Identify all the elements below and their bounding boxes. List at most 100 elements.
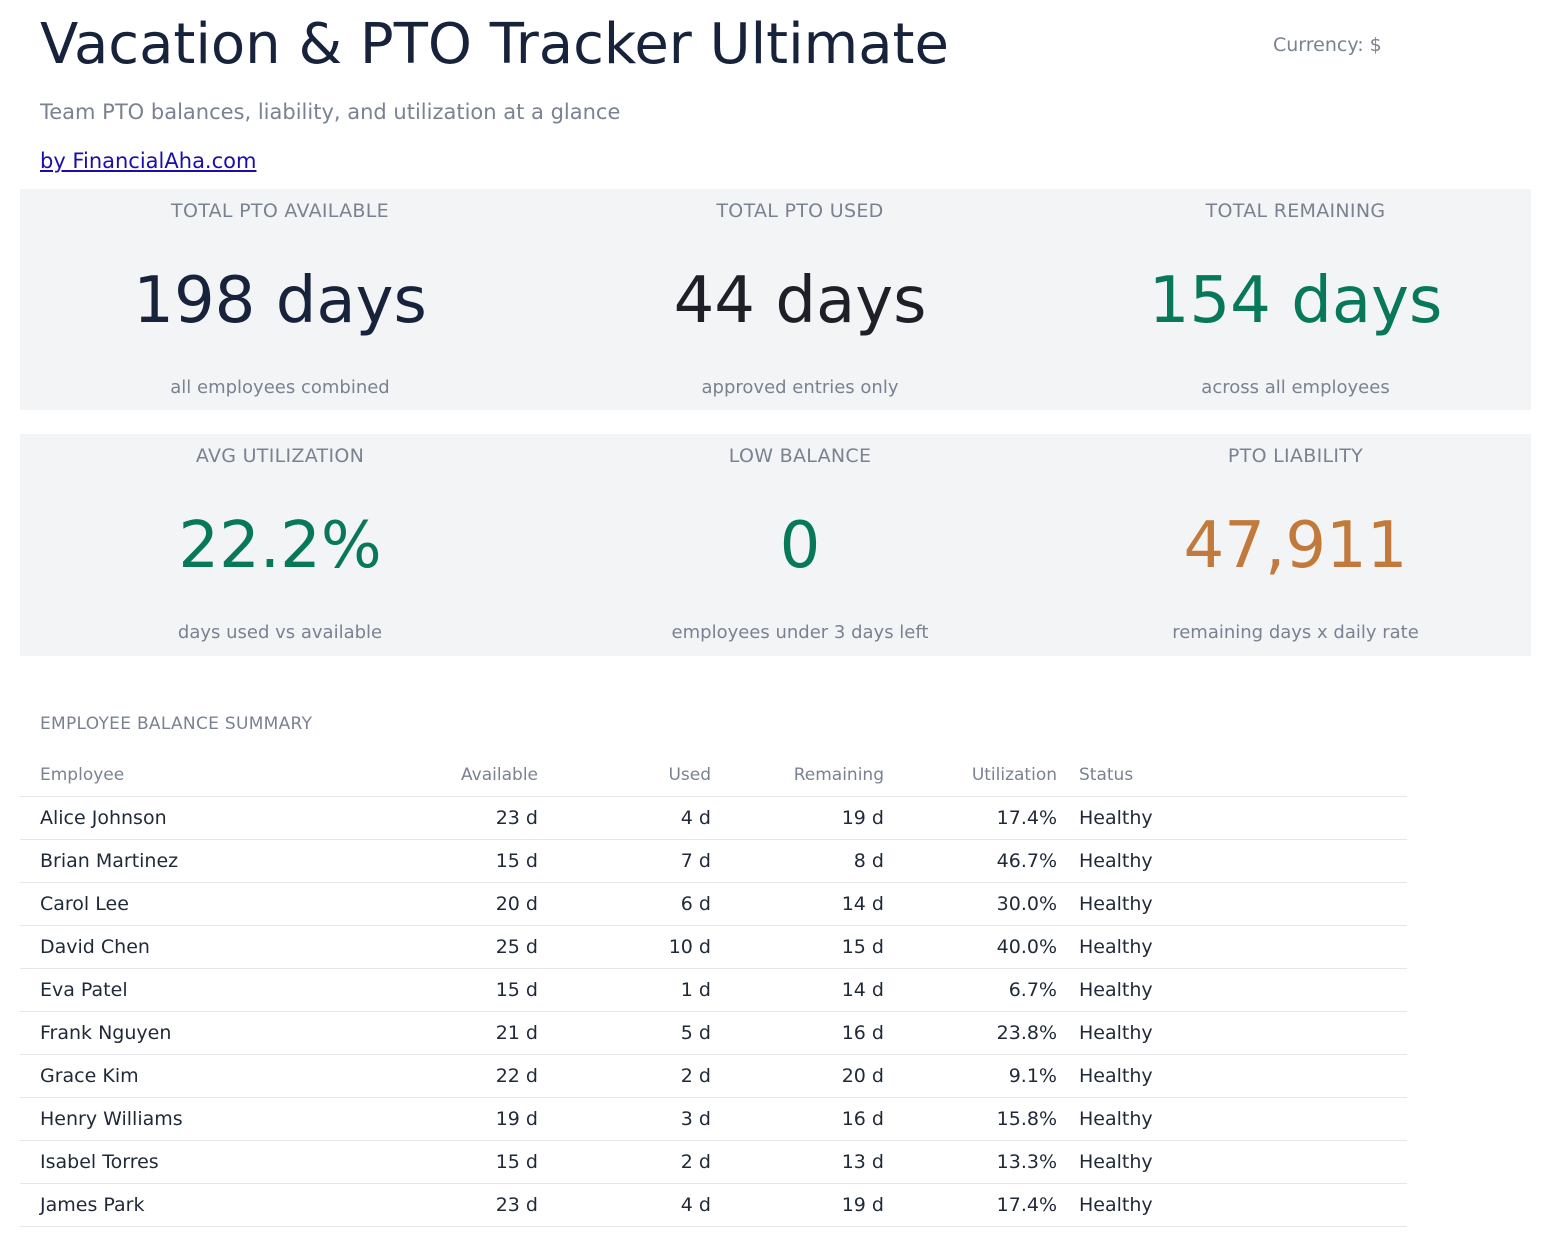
kpi-label: TOTAL PTO AVAILABLE — [171, 200, 389, 222]
kpi-note: across all employees — [1201, 377, 1390, 398]
available-cell: 23 d — [367, 796, 538, 840]
employee-name-cell: Alice Johnson — [20, 796, 367, 840]
remaining-cell: 20 d — [711, 1054, 884, 1098]
utilization-cell: 17.4% — [884, 796, 1057, 840]
employee-balance-table: Employee Available Used Remaining Utiliz… — [20, 753, 1407, 1227]
used-cell: 7 d — [538, 839, 711, 883]
financialaha-link[interactable]: by FinancialAha.com — [40, 149, 257, 173]
available-cell: 15 d — [367, 968, 538, 1012]
employee-name-cell: Carol Lee — [20, 882, 367, 926]
kpi-note: remaining days x daily rate — [1172, 622, 1419, 643]
used-cell: 1 d — [538, 968, 711, 1012]
remaining-cell: 16 d — [711, 1097, 884, 1141]
kpi-value: 44 days — [673, 264, 927, 338]
kpi-card-total-remaining: TOTAL REMAINING 154 days across all empl… — [1060, 189, 1531, 410]
used-cell: 6 d — [538, 882, 711, 926]
available-cell: 23 d — [367, 1183, 538, 1227]
available-cell: 15 d — [367, 1140, 538, 1184]
available-cell: 21 d — [367, 1011, 538, 1055]
kpi-value: 22.2% — [178, 509, 382, 583]
status-cell: Healthy — [1057, 1140, 1407, 1184]
kpi-value: 198 days — [133, 264, 427, 338]
employee-name-cell: Frank Nguyen — [20, 1011, 367, 1055]
kpi-value: 0 — [779, 509, 821, 583]
status-cell: Healthy — [1057, 882, 1407, 926]
status-cell: Healthy — [1057, 1183, 1407, 1227]
used-cell: 2 d — [538, 1054, 711, 1098]
used-cell: 10 d — [538, 925, 711, 969]
used-cell: 3 d — [538, 1097, 711, 1141]
available-cell: 15 d — [367, 839, 538, 883]
kpi-label: TOTAL PTO USED — [716, 200, 884, 222]
status-cell: Healthy — [1057, 1097, 1407, 1141]
kpi-label: AVG UTILIZATION — [195, 445, 365, 467]
status-cell: Healthy — [1057, 839, 1407, 883]
remaining-cell: 19 d — [711, 1183, 884, 1227]
section-title: EMPLOYEE BALANCE SUMMARY — [40, 714, 313, 734]
column-header-status: Status — [1057, 753, 1407, 797]
kpi-row-metrics: AVG UTILIZATION 22.2% days used vs avail… — [20, 434, 1531, 656]
used-cell: 4 d — [538, 796, 711, 840]
used-cell: 5 d — [538, 1011, 711, 1055]
column-header-utilization: Utilization — [884, 753, 1057, 797]
utilization-cell: 9.1% — [884, 1054, 1057, 1098]
kpi-value: 47,911 — [1183, 509, 1408, 583]
kpi-card-avg-utilization: AVG UTILIZATION 22.2% days used vs avail… — [20, 434, 540, 656]
employee-name-cell: Henry Williams — [20, 1097, 367, 1141]
status-cell: Healthy — [1057, 1054, 1407, 1098]
employee-name-cell: Brian Martinez — [20, 839, 367, 883]
utilization-cell: 17.4% — [884, 1183, 1057, 1227]
remaining-cell: 19 d — [711, 796, 884, 840]
remaining-cell: 13 d — [711, 1140, 884, 1184]
used-cell: 2 d — [538, 1140, 711, 1184]
kpi-card-total-used: TOTAL PTO USED 44 days approved entries … — [540, 189, 1060, 410]
status-cell: Healthy — [1057, 796, 1407, 840]
column-header-employee: Employee — [20, 753, 367, 797]
utilization-cell: 30.0% — [884, 882, 1057, 926]
utilization-cell: 40.0% — [884, 925, 1057, 969]
used-cell: 4 d — [538, 1183, 711, 1227]
kpi-label: LOW BALANCE — [728, 445, 872, 467]
available-cell: 22 d — [367, 1054, 538, 1098]
employee-name-cell: Grace Kim — [20, 1054, 367, 1098]
available-cell: 19 d — [367, 1097, 538, 1141]
utilization-cell: 23.8% — [884, 1011, 1057, 1055]
employee-name-cell: David Chen — [20, 925, 367, 969]
column-header-used: Used — [538, 753, 711, 797]
utilization-cell: 6.7% — [884, 968, 1057, 1012]
remaining-cell: 16 d — [711, 1011, 884, 1055]
employee-name-cell: Isabel Torres — [20, 1140, 367, 1184]
kpi-note: all employees combined — [170, 377, 390, 398]
kpi-card-total-available: TOTAL PTO AVAILABLE 198 days all employe… — [20, 189, 540, 410]
remaining-cell: 14 d — [711, 968, 884, 1012]
remaining-cell: 15 d — [711, 925, 884, 969]
kpi-value: 154 days — [1148, 264, 1443, 338]
column-header-remaining: Remaining — [711, 753, 884, 797]
table-row: David Chen 25 d 10 d 15 d 40.0% Healthy — [20, 925, 1407, 969]
status-cell: Healthy — [1057, 925, 1407, 969]
kpi-card-low-balance: LOW BALANCE 0 employees under 3 days lef… — [540, 434, 1060, 656]
remaining-cell: 14 d — [711, 882, 884, 926]
currency-label: Currency: $ — [1273, 34, 1382, 56]
kpi-label: TOTAL REMAINING — [1205, 200, 1386, 222]
kpi-note: approved entries only — [701, 377, 899, 398]
employee-name-cell: James Park — [20, 1183, 367, 1227]
kpi-row-totals: TOTAL PTO AVAILABLE 198 days all employe… — [20, 189, 1531, 410]
utilization-cell: 15.8% — [884, 1097, 1057, 1141]
kpi-card-pto-liability: PTO LIABILITY 47,911 remaining days x da… — [1060, 434, 1531, 656]
remaining-cell: 8 d — [711, 839, 884, 883]
utilization-cell: 46.7% — [884, 839, 1057, 883]
available-cell: 25 d — [367, 925, 538, 969]
page-subtitle: Team PTO balances, liability, and utiliz… — [40, 100, 621, 124]
